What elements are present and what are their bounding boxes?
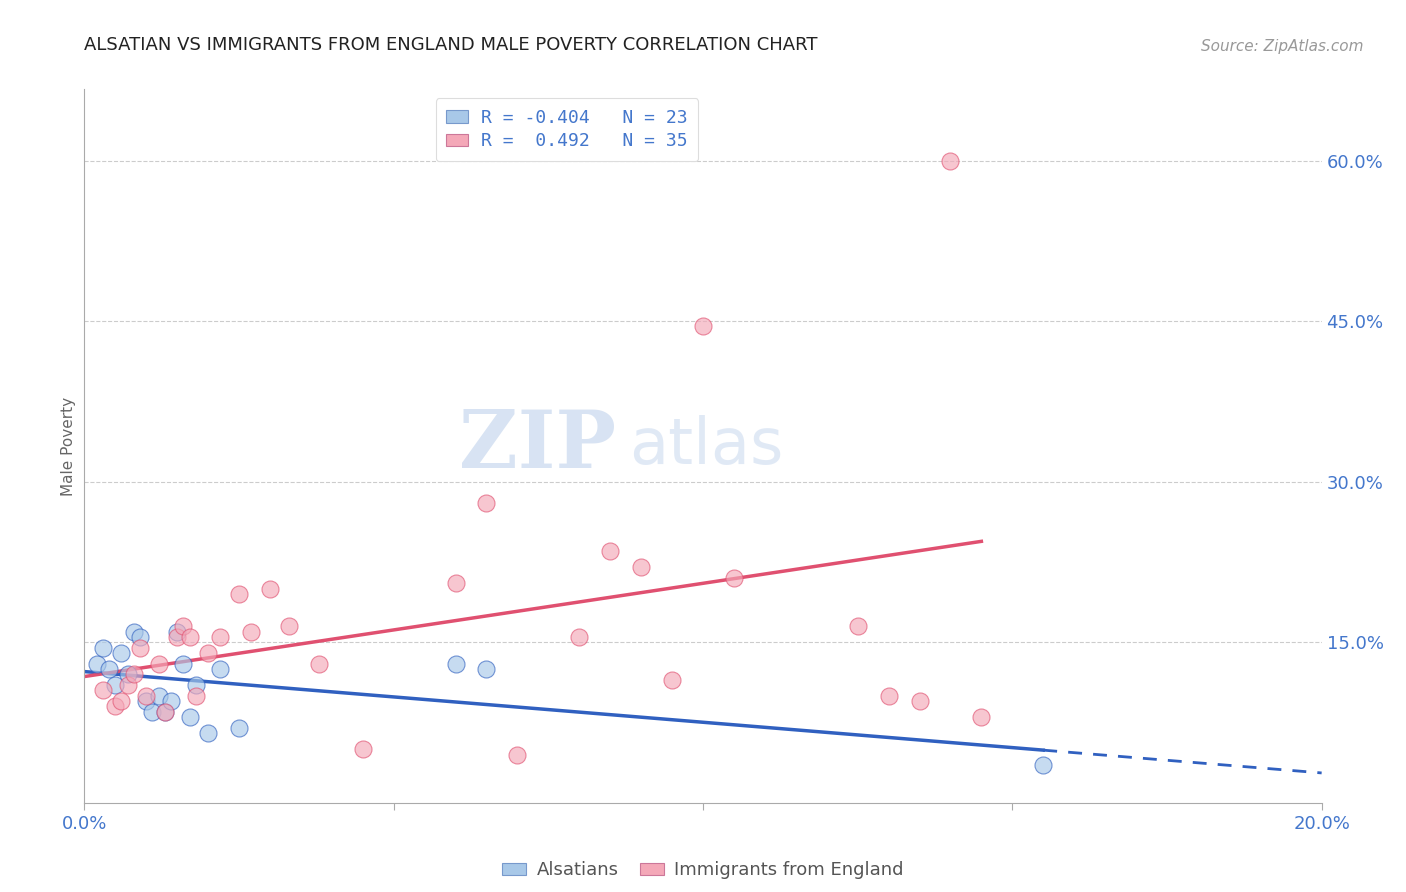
Legend: Alsatians, Immigrants from England: Alsatians, Immigrants from England [495,855,911,887]
Point [197,726,219,740]
Point [568,630,591,644]
Point [475,662,498,676]
Point [908,694,931,708]
Text: Source: ZipAtlas.com: Source: ZipAtlas.com [1201,38,1364,54]
Point [172,657,194,671]
Point [877,689,900,703]
Point [184,689,207,703]
Point [110,646,132,660]
Point [352,742,374,756]
Point [846,619,869,633]
Point [184,678,207,692]
Point [98,662,121,676]
Point [153,705,176,719]
Point [630,560,652,574]
Point [104,699,127,714]
Point [599,544,621,558]
Point [153,705,176,719]
Point [86,657,108,671]
Point [129,630,152,644]
Point [970,710,993,724]
Point [209,630,232,644]
Point [166,624,188,639]
Point [308,657,330,671]
Point [166,630,188,644]
Point [209,662,232,676]
Point [110,694,132,708]
Point [135,689,157,703]
Point [228,721,250,735]
Point [117,678,139,692]
Point [129,640,152,655]
Text: atlas: atlas [628,415,783,477]
Point [723,571,745,585]
Point [141,705,163,719]
Point [148,657,170,671]
Point [122,667,145,681]
Point [240,624,263,639]
Point [179,710,201,724]
Point [197,646,219,660]
Y-axis label: Male Poverty: Male Poverty [60,396,76,496]
Point [91,683,114,698]
Point [228,587,250,601]
Point [135,694,157,708]
Text: ALSATIAN VS IMMIGRANTS FROM ENGLAND MALE POVERTY CORRELATION CHART: ALSATIAN VS IMMIGRANTS FROM ENGLAND MALE… [84,36,818,54]
Point [1032,758,1054,772]
Point [259,582,281,596]
Point [692,319,714,334]
Point [122,624,145,639]
Point [475,496,498,510]
Point [506,747,529,762]
Point [939,153,962,168]
Point [160,694,183,708]
Point [179,630,201,644]
Point [661,673,683,687]
Point [172,619,194,633]
Point [444,657,467,671]
Point [91,640,114,655]
Point [104,678,127,692]
Point [148,689,170,703]
Point [117,667,139,681]
Point [444,576,467,591]
Point [277,619,299,633]
Text: ZIP: ZIP [460,407,616,485]
